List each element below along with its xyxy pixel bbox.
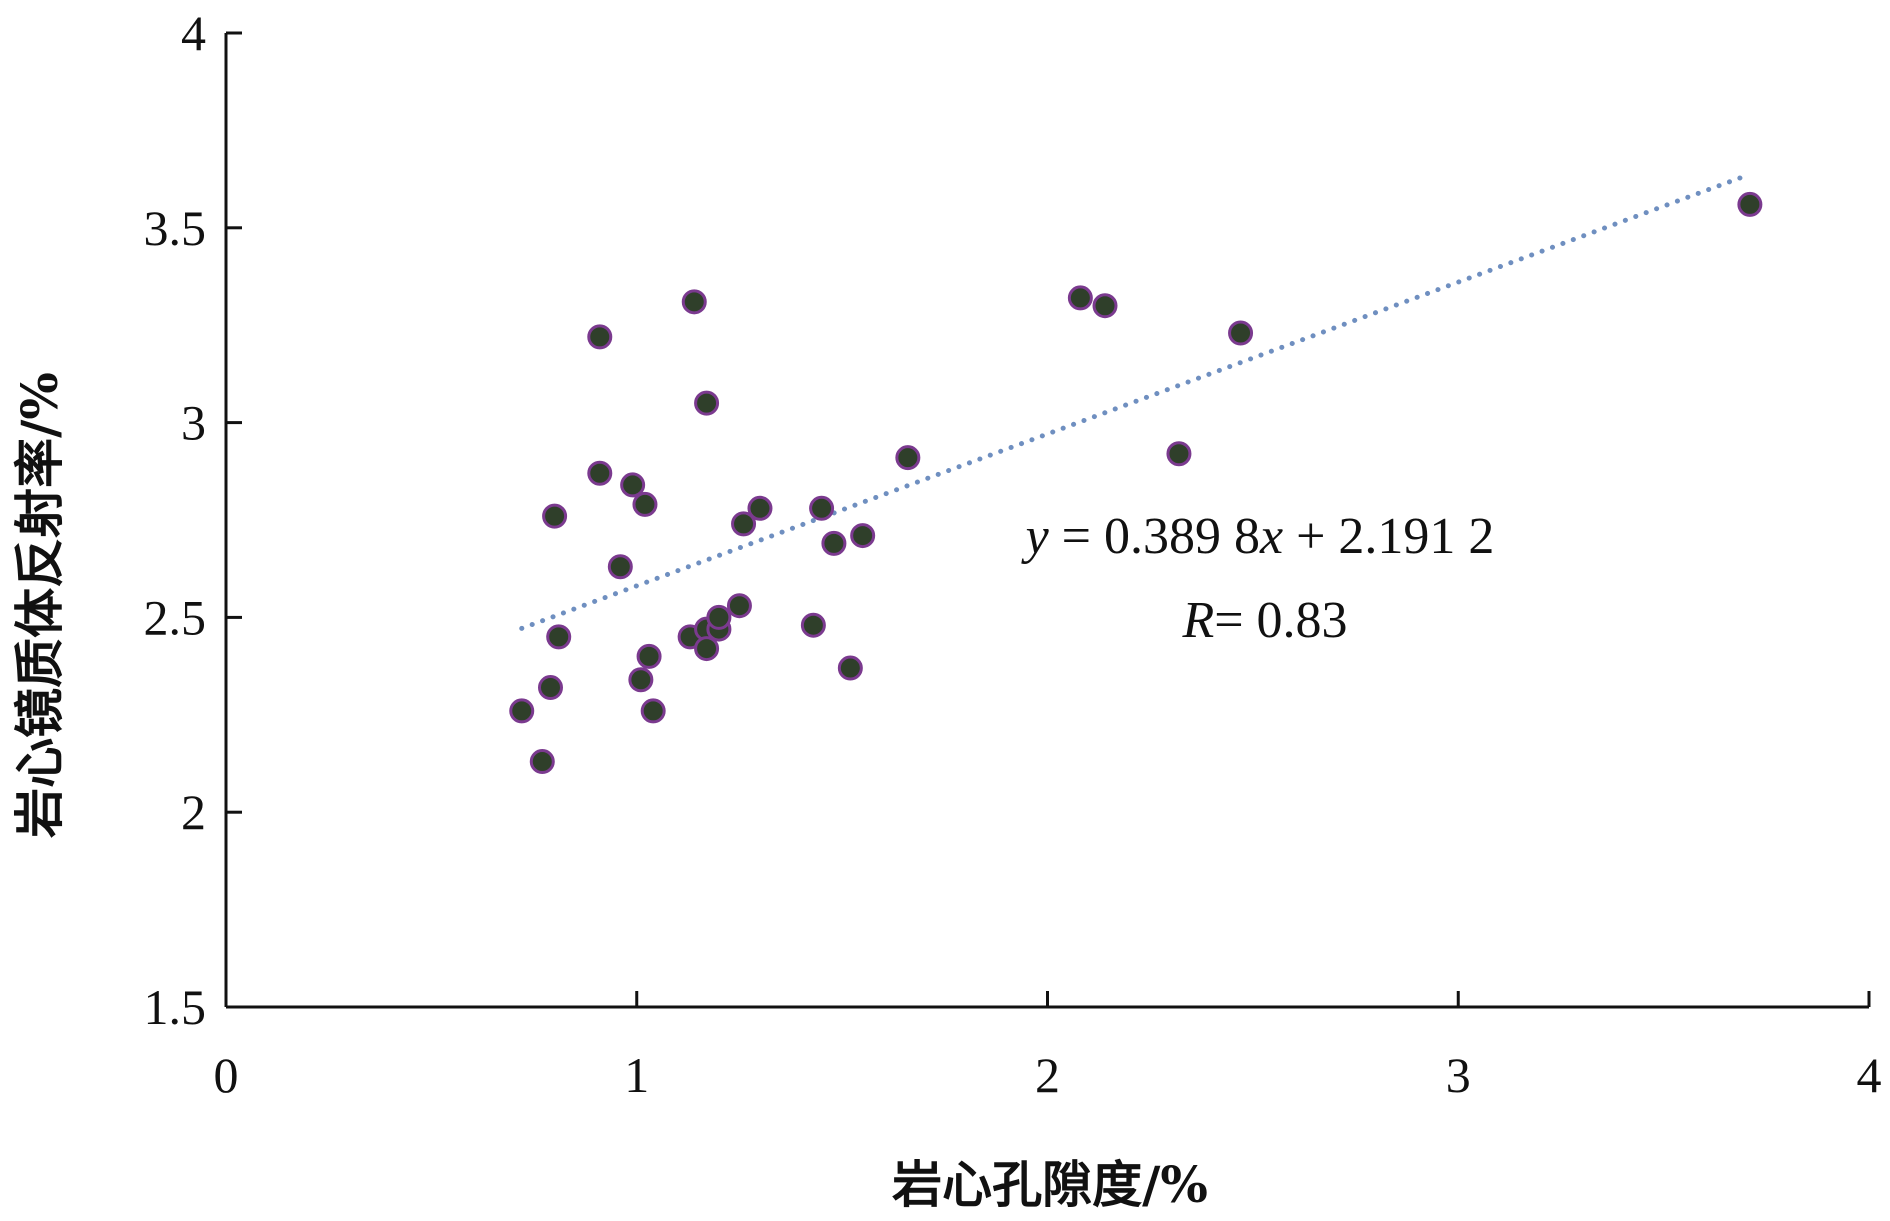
- data-point: [587, 460, 613, 486]
- x-tick-label: 4: [1857, 1047, 1882, 1103]
- x-tick-label: 3: [1446, 1047, 1471, 1103]
- data-point: [837, 655, 863, 681]
- data-point: [800, 612, 826, 638]
- data-point: [1228, 320, 1254, 346]
- data-point: [895, 445, 921, 471]
- x-tick-label: 2: [1035, 1047, 1060, 1103]
- data-point: [636, 643, 662, 669]
- x-tick-label: 0: [214, 1047, 239, 1103]
- y-tick-label: 3: [181, 395, 206, 451]
- x-axis-title: 岩心孔隙度/%: [892, 1155, 1208, 1214]
- data-point: [681, 289, 707, 315]
- y-tick-label: 2.5: [144, 589, 207, 645]
- y-tick-label: 2: [181, 784, 206, 840]
- data-point: [1737, 191, 1763, 217]
- data-point: [706, 604, 732, 630]
- r-symbol: R: [1181, 592, 1214, 649]
- data-point: [542, 503, 568, 529]
- data-point: [694, 636, 720, 662]
- y-tick-label: 3.5: [144, 200, 207, 256]
- data-point: [731, 511, 757, 537]
- trendline: [519, 171, 1753, 631]
- data-point: [809, 495, 835, 521]
- data-point: [1092, 293, 1118, 319]
- y-axis-title: 岩心镜质体反射率/%: [10, 372, 69, 838]
- data-point: [1166, 441, 1192, 467]
- data-point: [821, 530, 847, 556]
- data-point: [509, 698, 535, 724]
- data-point: [587, 324, 613, 350]
- data-point: [546, 624, 572, 650]
- data-point: [1067, 285, 1093, 311]
- x-tick-label: 1: [624, 1047, 649, 1103]
- y-tick-label: 4: [181, 5, 206, 61]
- data-point: [537, 675, 563, 701]
- data-point: [694, 390, 720, 416]
- data-point: [628, 667, 654, 693]
- y-axis-ticks: 1.5 2 2.5 3 3.5 4: [144, 5, 242, 1035]
- y-tick-label: 1.5: [144, 979, 207, 1035]
- trendline-equation: y = 0.389 8x + 2.191 2: [1021, 508, 1495, 565]
- equation-y-symbol: y: [1021, 508, 1050, 565]
- data-points: [509, 191, 1763, 775]
- data-point: [747, 495, 773, 521]
- x-axis-ticks: 0 1 2 3 4: [214, 991, 1882, 1103]
- data-point: [640, 698, 666, 724]
- equation-intercept: + 2.191 2: [1283, 508, 1494, 565]
- data-point: [529, 749, 555, 775]
- equation-slope: = 0.389 8: [1049, 508, 1260, 565]
- data-point: [620, 472, 646, 498]
- data-point: [607, 554, 633, 580]
- correlation-coefficient: R= 0.83: [1181, 592, 1347, 649]
- data-point: [632, 491, 658, 517]
- data-point: [726, 593, 752, 619]
- data-point: [850, 523, 876, 549]
- r-value: = 0.83: [1214, 592, 1347, 649]
- equation-x-symbol: x: [1259, 508, 1283, 565]
